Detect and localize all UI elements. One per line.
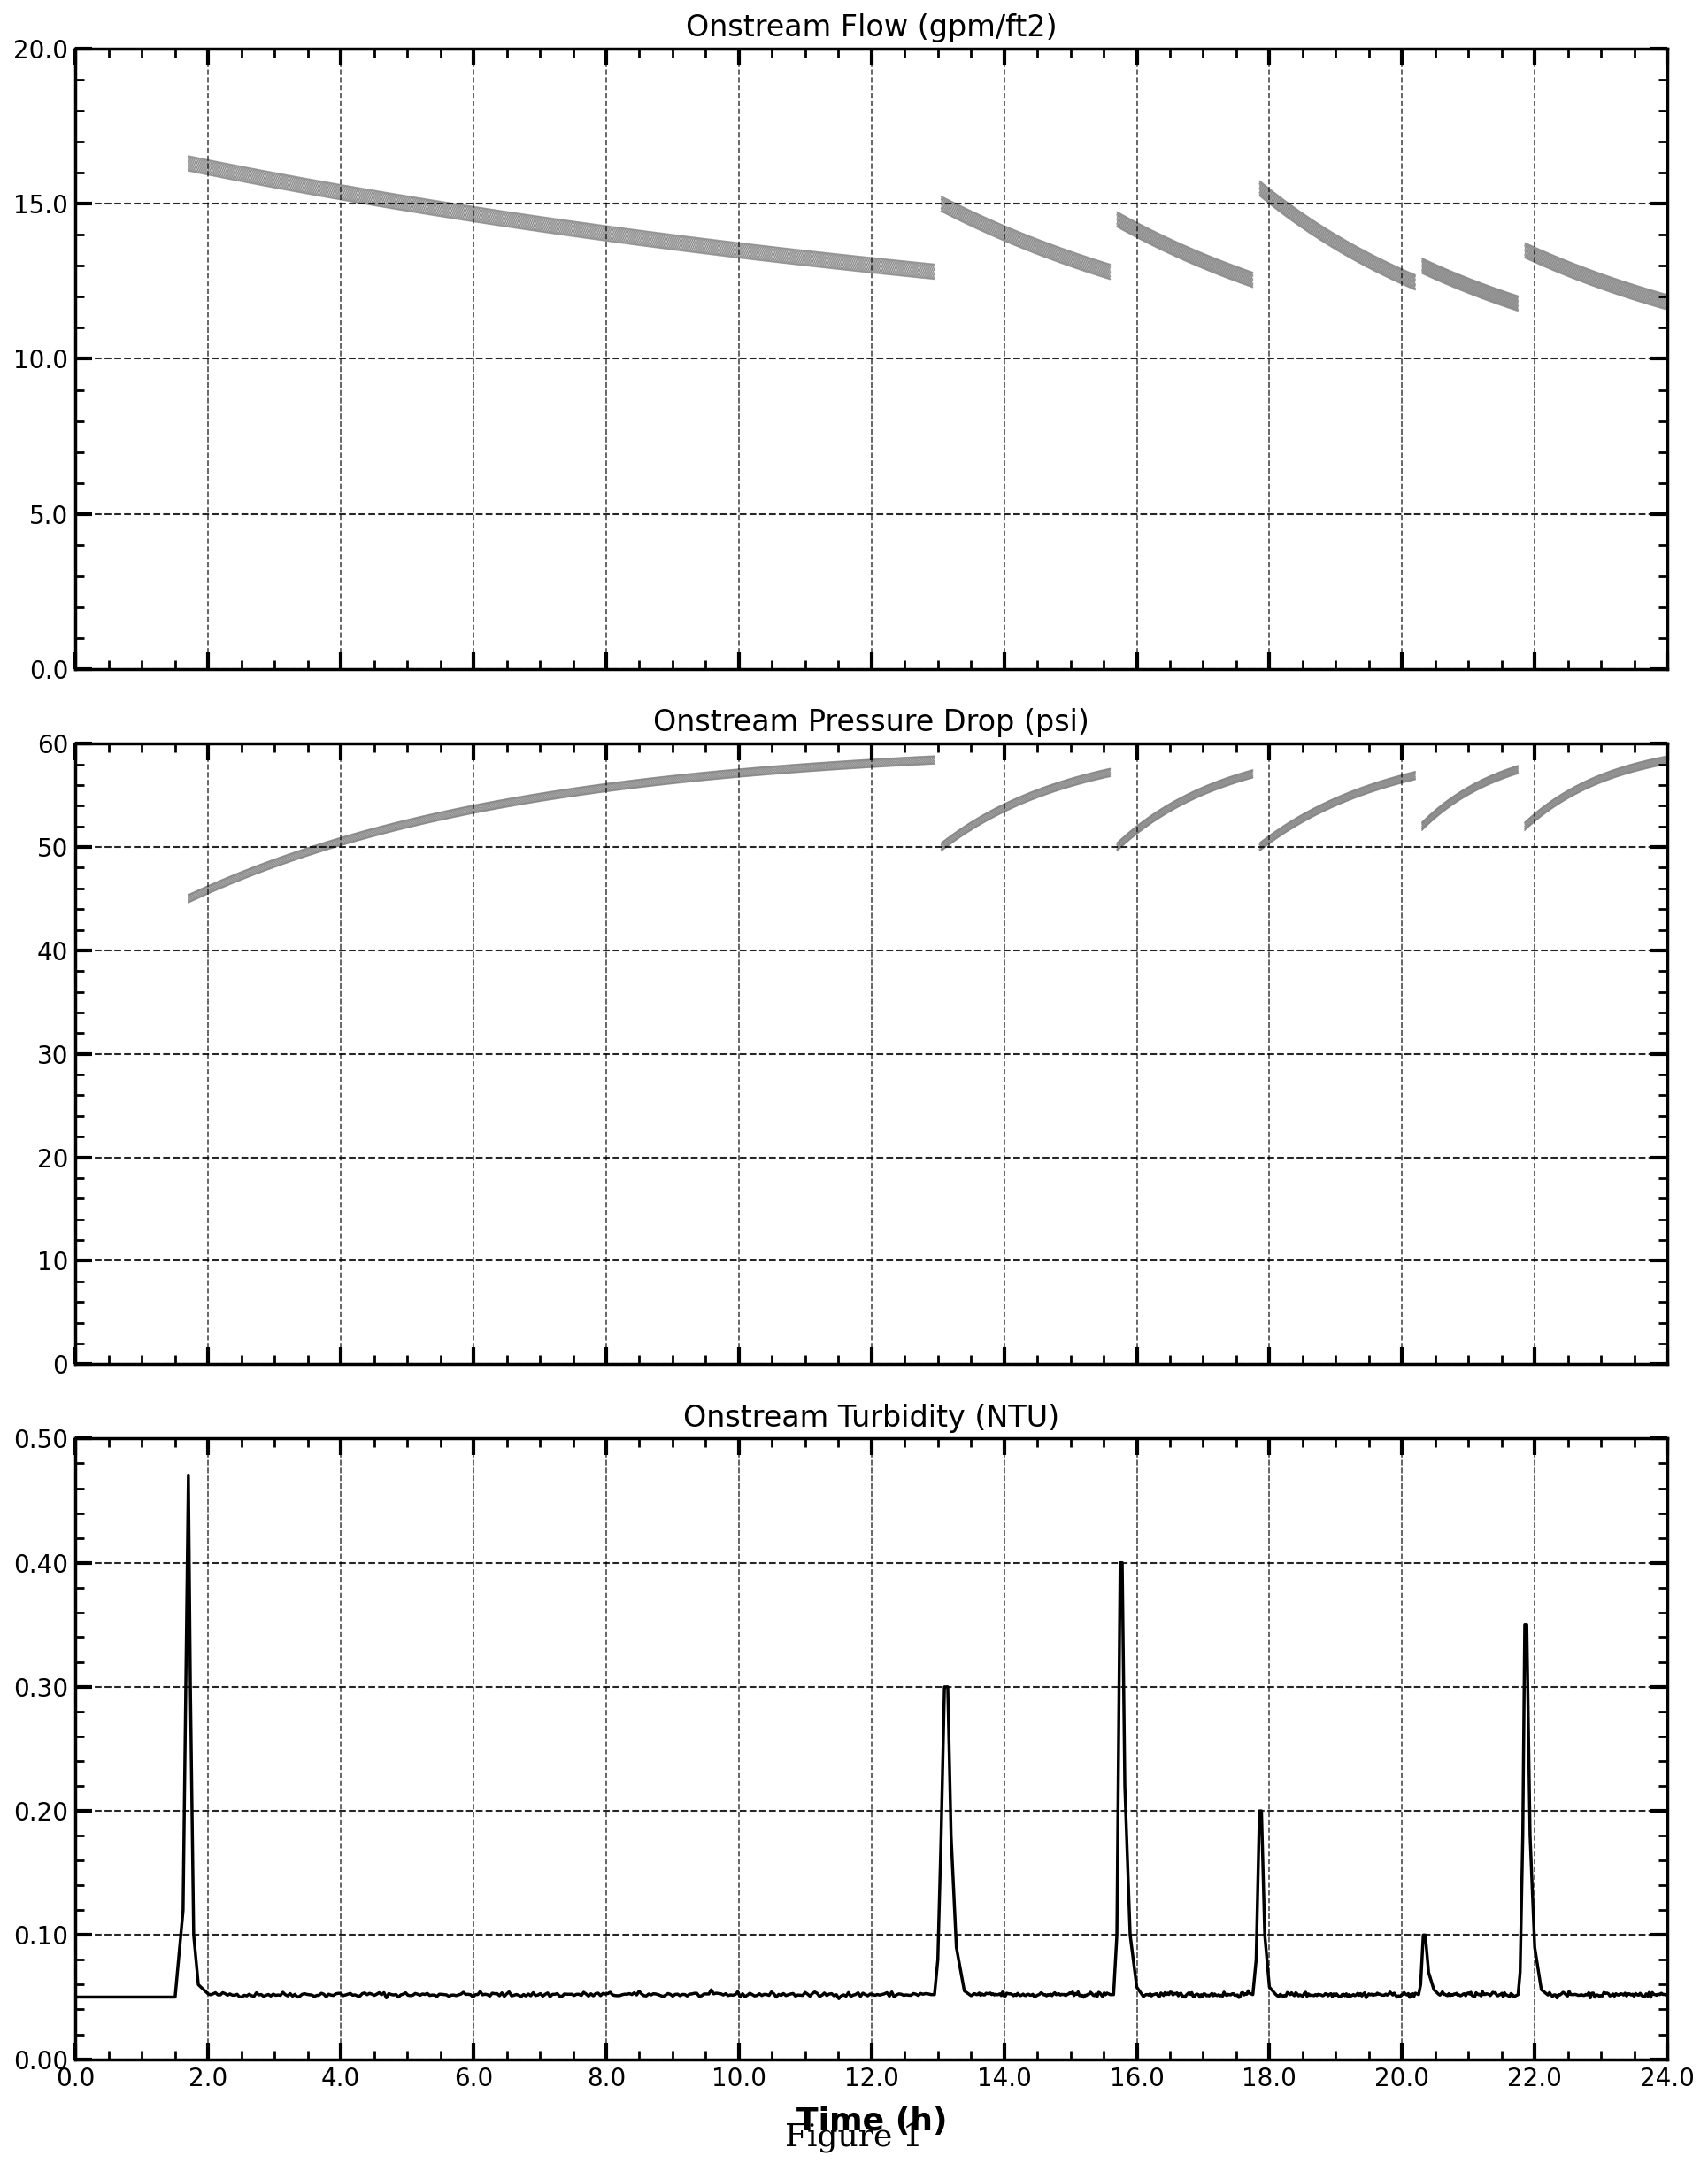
Text: Figure 1: Figure 1 [786, 2122, 922, 2153]
Title: Onstream Turbidity (NTU): Onstream Turbidity (NTU) [683, 1403, 1059, 1432]
Title: Onstream Pressure Drop (psi): Onstream Pressure Drop (psi) [654, 708, 1090, 737]
X-axis label: Time (h): Time (h) [796, 2107, 946, 2135]
Title: Onstream Flow (gpm/ft2): Onstream Flow (gpm/ft2) [687, 13, 1057, 41]
